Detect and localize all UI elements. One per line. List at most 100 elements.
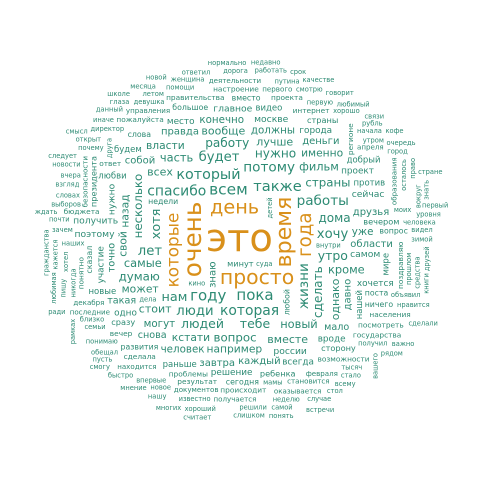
cloud-word: развития [121, 342, 159, 351]
cloud-word: близко [80, 316, 104, 324]
cloud-word: деньги [302, 136, 339, 147]
cloud-word: говорит [326, 89, 354, 97]
cloud-word: начала [357, 127, 382, 135]
cloud-word: слишком [233, 412, 265, 420]
cloud-word: место [167, 117, 195, 127]
cloud-word: недели [148, 197, 178, 206]
cloud-word: тысяч [341, 363, 362, 371]
cloud-word: нашей [355, 290, 365, 319]
cloud-word: считает [183, 414, 211, 422]
cloud-word: всех [147, 165, 173, 178]
cloud-word: одно [114, 308, 137, 318]
cloud-word: кажется [51, 240, 59, 270]
cloud-word: решение [211, 368, 253, 378]
cloud-word: впервые [136, 377, 166, 385]
cloud-word: собой [125, 156, 155, 167]
cloud-word: новые [89, 287, 117, 297]
cloud-word: случае [307, 395, 331, 403]
cloud-word: новой [146, 73, 167, 81]
cloud-word: хотя [149, 209, 164, 240]
cloud-word: стало [341, 372, 361, 380]
cloud-word: уровня [416, 210, 441, 218]
cloud-word: право [409, 158, 417, 179]
cloud-word: точно [106, 243, 117, 272]
cloud-word: образования [390, 157, 399, 205]
cloud-word: человек [161, 344, 205, 356]
cloud-word: недавно [251, 58, 281, 66]
cloud-word: правительства [166, 93, 224, 102]
cloud-word: детей [266, 197, 274, 218]
cloud-word: тебе [240, 316, 271, 331]
cloud-word: книги [423, 273, 431, 294]
cloud-word: видел [411, 226, 432, 234]
cloud-word: нам [162, 290, 188, 305]
cloud-word: документов [174, 385, 219, 394]
cloud-word: новости [52, 160, 80, 168]
cloud-word: любимая [50, 272, 58, 304]
cloud-word: кино [188, 280, 205, 288]
cloud-word: управления [126, 106, 170, 115]
cloud-word: мало [324, 322, 349, 333]
cloud-word: регионе [346, 123, 355, 155]
cloud-word: неделю [273, 395, 300, 403]
cloud-word: ждать [35, 208, 58, 216]
cloud-word: конечно [199, 114, 244, 126]
cloud-word: средства [413, 257, 421, 289]
cloud-word: будет [199, 149, 240, 165]
cloud-word: раньше [163, 360, 197, 370]
cloud-word: лет [138, 244, 163, 259]
cloud-word: открыт [76, 136, 102, 144]
cloud-word: нужно [106, 183, 117, 215]
cloud-word: который [176, 167, 240, 183]
cloud-word: интернет [293, 106, 331, 115]
cloud-word: друга [105, 138, 113, 158]
cloud-word: получил [358, 340, 387, 348]
cloud-word: многих [156, 404, 181, 412]
cloud-word: сделала [124, 352, 156, 361]
cloud-word: осталось [400, 159, 408, 191]
cloud-word: смысл [66, 128, 88, 136]
cloud-word: правда [161, 127, 199, 138]
cloud-word: ребенка [260, 368, 296, 378]
cloud-word: снова [138, 330, 167, 341]
cloud-word: день [210, 196, 259, 219]
cloud-word: каждый [238, 356, 281, 367]
cloud-word: зачем [52, 226, 73, 234]
cloud-word: должны [251, 125, 295, 137]
cloud-word: однако [329, 278, 342, 320]
cloud-word: вокруг [414, 184, 422, 208]
cloud-word: понимаю [86, 338, 118, 346]
cloud-word: семьи [85, 323, 106, 331]
cloud-word: проекта [271, 93, 303, 102]
cloud-word: которая [220, 303, 279, 319]
cloud-word: пожалуйста [116, 115, 163, 124]
cloud-word: москве [254, 114, 289, 125]
cloud-word: сегодня [226, 377, 259, 386]
cloud-word: наших [62, 240, 85, 248]
cloud-word: знаю [208, 261, 219, 287]
cloud-word: государства [353, 330, 401, 339]
cloud-word: любой [282, 289, 291, 315]
cloud-word: работу [205, 136, 249, 150]
cloud-word: директор [91, 125, 125, 133]
cloud-word: сейчас [352, 189, 385, 200]
cloud-word: дома [318, 211, 350, 225]
cloud-word: области [350, 239, 393, 250]
cloud-word: работать [255, 66, 287, 74]
cloud-word: нашу [148, 392, 167, 400]
cloud-word: оказывается [274, 387, 322, 396]
cloud-word: самые [124, 256, 162, 270]
cloud-word: самой [271, 403, 292, 411]
cloud-word: всем [209, 181, 248, 199]
cloud-word: любимый [337, 100, 370, 108]
cloud-word: гражданства [42, 229, 50, 276]
cloud-word: решили [239, 404, 266, 412]
cloud-word: сделать [311, 266, 325, 318]
cloud-word: нормально [208, 59, 247, 67]
cloud-word: стоит [139, 303, 172, 316]
cloud-word: качестве [303, 76, 335, 84]
cloud-word: стол [327, 387, 343, 395]
cloud-word: мамы [263, 379, 282, 387]
cloud-word: выборов [51, 201, 81, 209]
cloud-word: например [207, 343, 263, 356]
